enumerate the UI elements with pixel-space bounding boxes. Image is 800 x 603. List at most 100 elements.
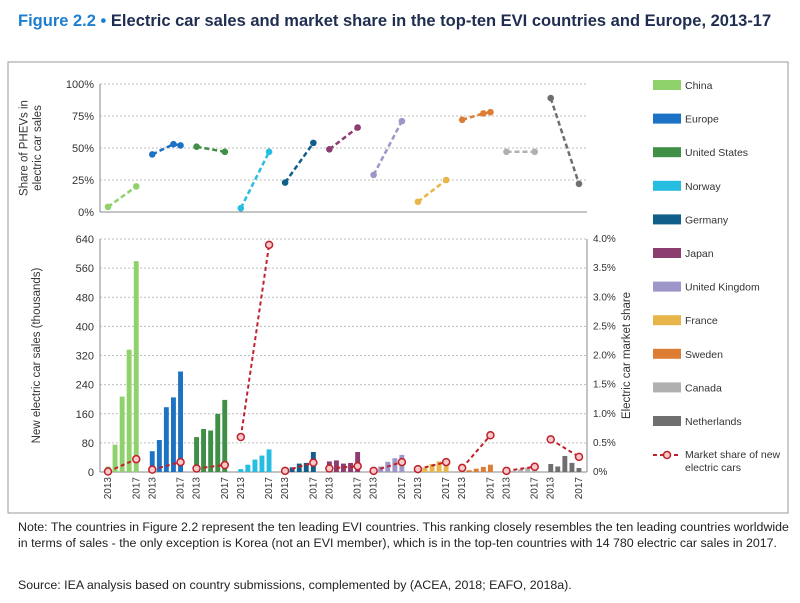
chart: 0%25%50%75%100%Share of PHEVs in electric… (7, 61, 789, 514)
phev-share-point-united-states (221, 148, 229, 156)
x-tick-label: 2017 (441, 477, 452, 500)
market-share-line-norway (239, 244, 271, 438)
legend: China Europe United States Norway Germany Jap… (653, 80, 781, 474)
figure-number: Figure 2.2 (18, 12, 96, 30)
bottom-y-tick-label: 640 (76, 234, 94, 246)
x-tick-label: 2013 (369, 477, 380, 500)
phev-share-point-united-kingdom (398, 117, 406, 125)
legend-label-norway: Norway (685, 181, 721, 193)
top-y-tick-label: 50% (72, 143, 94, 155)
sales-bar-europe (156, 440, 162, 472)
sales-bar-china (126, 349, 132, 472)
phev-share-line-united-states (196, 145, 226, 154)
sales-bar-netherlands (562, 456, 568, 472)
market-share-point-france (413, 464, 423, 474)
market-share-point-united-kingdom (397, 457, 407, 467)
phev-share-point-sweden (458, 116, 466, 124)
chart-frame (7, 61, 789, 514)
legend-swatch-market-share-point (662, 450, 672, 460)
bottom-y2-tick-label: 1.5% (593, 380, 616, 391)
sales-bar-canada (525, 467, 531, 472)
sales-bar-sweden (466, 470, 472, 472)
figure-title: Figure 2.2 • Electric car sales and mark… (18, 10, 788, 32)
bottom-y-tick-label: 0 (88, 467, 94, 479)
x-tick-label: 2013 (280, 477, 291, 500)
bottom-y-tick-label: 80 (82, 438, 94, 450)
sales-bar-europe (163, 407, 169, 472)
sales-bar-sweden (488, 464, 493, 472)
sales-bar-norway (238, 469, 244, 472)
x-tick-label: 2017 (176, 477, 187, 500)
sales-bar-united-states (222, 399, 228, 472)
figure-title-text: Electric car sales and market share in t… (110, 12, 772, 30)
phev-share-line-united-kingdom (372, 120, 404, 176)
market-share-point-europe (148, 465, 157, 474)
sales-bar-china (112, 444, 118, 472)
legend-label-france: France (685, 315, 718, 327)
phev-share-point-netherlands (547, 94, 555, 102)
sales-bar-norway (259, 455, 265, 472)
sales-bar-europe (149, 451, 155, 472)
sales-bar-netherlands (569, 462, 575, 472)
sales-bar-canada (518, 469, 523, 472)
legend-swatch-canada (653, 382, 681, 393)
top-y-axis-title: Share of PHEVs in electric car sales (18, 100, 44, 196)
bottom-y-tick-label: 400 (76, 321, 94, 333)
x-tick-label: 2013 (457, 477, 468, 500)
market-share-point-germany (280, 466, 290, 476)
phev-share-point-united-states (193, 143, 200, 151)
x-tick-label: 2017 (264, 477, 275, 500)
sales-bar-canada (511, 470, 516, 472)
sales-bar-united-states (194, 437, 199, 472)
phev-share-point-japan (354, 124, 361, 131)
phev-share-point-europe (177, 142, 184, 149)
phev-share-point-europe (170, 140, 177, 148)
x-tick-label: 2013 (546, 477, 557, 500)
phev-share-point-sweden (480, 110, 487, 117)
phev-share-point-netherlands (575, 180, 583, 188)
bottom-y2-axis-title: Electric car market share (621, 292, 633, 419)
market-share-line-europe (152, 461, 181, 471)
bottom-y-tick-label: 560 (76, 263, 94, 275)
sales-bar-netherlands (548, 464, 554, 472)
market-share-line-japan (329, 465, 358, 470)
sales-bar-japan (334, 460, 339, 472)
phev-share-point-japan (326, 145, 333, 153)
phev-share-point-germany (310, 139, 317, 147)
market-share-point-norway (236, 432, 246, 442)
legend-swatch-netherlands (653, 416, 681, 426)
market-share-point-norway (264, 240, 274, 250)
market-share-point-europe (176, 457, 185, 467)
legend-swatch-united-kingdom (653, 281, 681, 292)
phev-share-point-germany (281, 179, 289, 186)
sales-bar-france (436, 461, 442, 472)
market-share-point-china (103, 467, 113, 476)
legend-label-line: electric cars (685, 462, 741, 474)
market-share-line-united-states (196, 464, 225, 470)
x-tick-label: 2013 (502, 477, 513, 500)
figure-note: Note: The countries in Figure 2.2 repres… (18, 520, 789, 550)
market-share-point-japan (353, 461, 362, 471)
bottom-y2-tick-label: 2.5% (593, 321, 616, 332)
market-share-line-france (417, 461, 447, 471)
bottom-y2-tick-label: 0% (593, 467, 608, 478)
legend-label-germany: Germany (685, 214, 729, 226)
market-share-point-sweden (457, 463, 467, 473)
bottom-y-tick-label: 320 (76, 351, 94, 363)
sales-bar-united-states (215, 413, 221, 473)
sales-bar-norway (266, 449, 272, 472)
legend-label-line: Market share of new (685, 449, 781, 461)
bottom-y2-tick-label: 3.0% (593, 292, 616, 303)
bottom-y-tick-label: 160 (76, 409, 94, 421)
sales-bar-united-states (201, 429, 206, 472)
legend-swatch-china (653, 80, 681, 90)
figure-source: Source: IEA analysis based on country su… (18, 578, 572, 592)
phev-share-line-france (417, 179, 447, 203)
top-y-tick-label: 100% (66, 79, 94, 91)
x-tick-label: 2013 (147, 477, 158, 500)
figure-separator: • (100, 12, 107, 30)
top-y-axis-title-line: Share of PHEVs in (18, 100, 30, 196)
sales-bar-norway (245, 464, 251, 472)
sales-bar-europe (171, 397, 176, 472)
market-share-point-netherlands (546, 435, 555, 444)
